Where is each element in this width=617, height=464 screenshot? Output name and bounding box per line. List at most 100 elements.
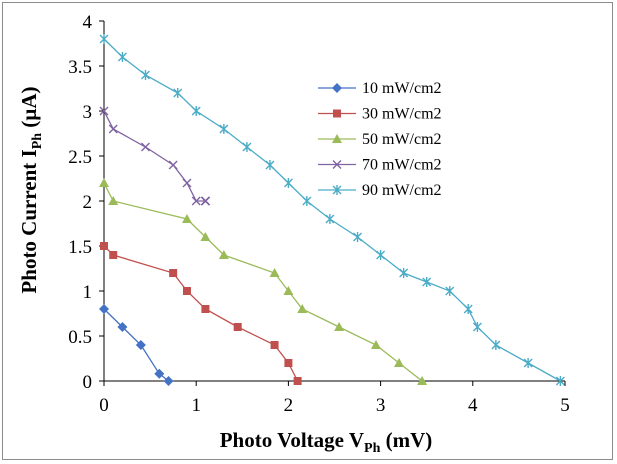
data-point — [242, 142, 252, 152]
legend-marker — [332, 83, 342, 93]
y-tick-label: 0 — [83, 372, 93, 393]
data-point — [399, 268, 409, 278]
data-point — [99, 34, 109, 44]
data-point — [117, 322, 128, 332]
series-line — [103, 182, 423, 382]
x-axis-title-unit: (mV) — [380, 428, 432, 452]
legend-label: 70 mW/cm2 — [362, 157, 442, 174]
data-point — [422, 277, 432, 287]
x-axis-title-sub: Ph — [364, 441, 381, 456]
y-axis-title-unit: (µA) — [17, 86, 41, 133]
data-point — [293, 377, 302, 385]
data-point — [302, 196, 312, 206]
x-tick-label: 0 — [99, 395, 109, 416]
data-point — [269, 268, 280, 277]
series-3 — [99, 106, 210, 206]
data-point — [463, 304, 473, 314]
y-tick-label: 3.5 — [68, 57, 92, 78]
data-point — [168, 160, 178, 170]
x-axis-title-main: Photo Voltage V — [220, 428, 364, 452]
data-point — [163, 376, 174, 386]
data-point — [99, 304, 109, 314]
legend-marker — [332, 134, 342, 143]
data-point — [297, 304, 308, 313]
data-point — [140, 142, 150, 152]
y-tick-label: 1.5 — [68, 237, 92, 258]
axes — [99, 20, 566, 386]
data-point — [100, 242, 108, 250]
data-point — [491, 340, 501, 350]
data-point — [472, 322, 482, 332]
data-point — [181, 214, 192, 223]
y-tick-label: 3 — [83, 102, 93, 123]
data-point — [394, 358, 405, 367]
data-point — [169, 269, 178, 277]
data-point — [191, 106, 201, 116]
legend-entry: 50 mW/cm2 — [318, 131, 442, 148]
y-tick-label: 0.5 — [68, 327, 92, 348]
series-1 — [100, 242, 302, 385]
x-tick-label: 4 — [468, 395, 478, 416]
legend-label: 10 mW/cm2 — [362, 80, 442, 97]
x-tick-label: 1 — [191, 395, 201, 416]
series-0 — [99, 304, 174, 386]
y-tick-label: 2.5 — [68, 147, 92, 168]
y-axis-title-main: Photo Current I — [17, 149, 41, 293]
data-point — [135, 340, 146, 350]
legend-entry: 30 mW/cm2 — [318, 106, 442, 123]
data-point — [417, 376, 428, 385]
legend-label: 50 mW/cm2 — [362, 131, 442, 148]
data-point — [283, 178, 293, 188]
legend-entry: 90 mW/cm2 — [318, 182, 442, 199]
data-point — [218, 250, 229, 259]
data-point — [200, 196, 210, 206]
x-tick-label: 2 — [284, 395, 294, 416]
data-point — [265, 160, 275, 170]
x-tick-label: 3 — [376, 395, 386, 416]
data-point — [99, 106, 109, 116]
data-point — [523, 358, 533, 368]
data-point — [370, 340, 381, 349]
x-axis-title: Photo Voltage VPh (mV) — [220, 428, 433, 456]
data-point — [117, 52, 127, 62]
series-line — [103, 110, 206, 202]
y-tick-label: 1 — [83, 282, 93, 303]
data-point — [182, 287, 191, 295]
data-point — [445, 286, 455, 296]
data-point — [182, 178, 192, 188]
legend: 10 mW/cm2 30 mW/cm2 50 mW/cm2 70 mW/cm2 90 m… — [318, 80, 442, 199]
legend-entry: 10 mW/cm2 — [318, 80, 442, 97]
y-tick-label: 4 — [83, 12, 93, 33]
legend-label: 30 mW/cm2 — [362, 106, 442, 123]
legend-label: 90 mW/cm2 — [362, 182, 442, 199]
legend-marker — [332, 160, 342, 169]
y-axis-title-sub: Ph — [30, 133, 45, 150]
y-tick-label: 2 — [83, 192, 93, 213]
series-line — [103, 245, 299, 382]
data-point — [108, 196, 119, 205]
data-point — [376, 250, 386, 260]
data-point — [353, 232, 363, 242]
data-point — [219, 124, 229, 134]
data-point — [283, 286, 294, 295]
legend-entry: 70 mW/cm2 — [318, 157, 442, 174]
data-point — [555, 376, 565, 386]
legend-marker — [332, 185, 342, 195]
data-point — [270, 341, 279, 349]
data-point — [233, 323, 242, 331]
data-point — [99, 178, 109, 187]
data-point — [200, 232, 211, 241]
x-tick-label: 5 — [560, 395, 570, 416]
series-layer — [99, 34, 565, 386]
data-point — [201, 305, 210, 313]
data-point — [109, 251, 118, 259]
data-point — [334, 322, 345, 331]
data-point — [154, 368, 165, 379]
series-2 — [99, 178, 428, 385]
data-point — [191, 196, 201, 206]
data-point — [284, 359, 293, 367]
data-point — [173, 88, 183, 98]
tick-labels: 0 0.5 1 1.5 2 2.5 3 3.5 4 0 1 2 3 4 5 — [68, 12, 570, 416]
y-axis-title: Photo Current IPh (µA) — [17, 86, 45, 293]
